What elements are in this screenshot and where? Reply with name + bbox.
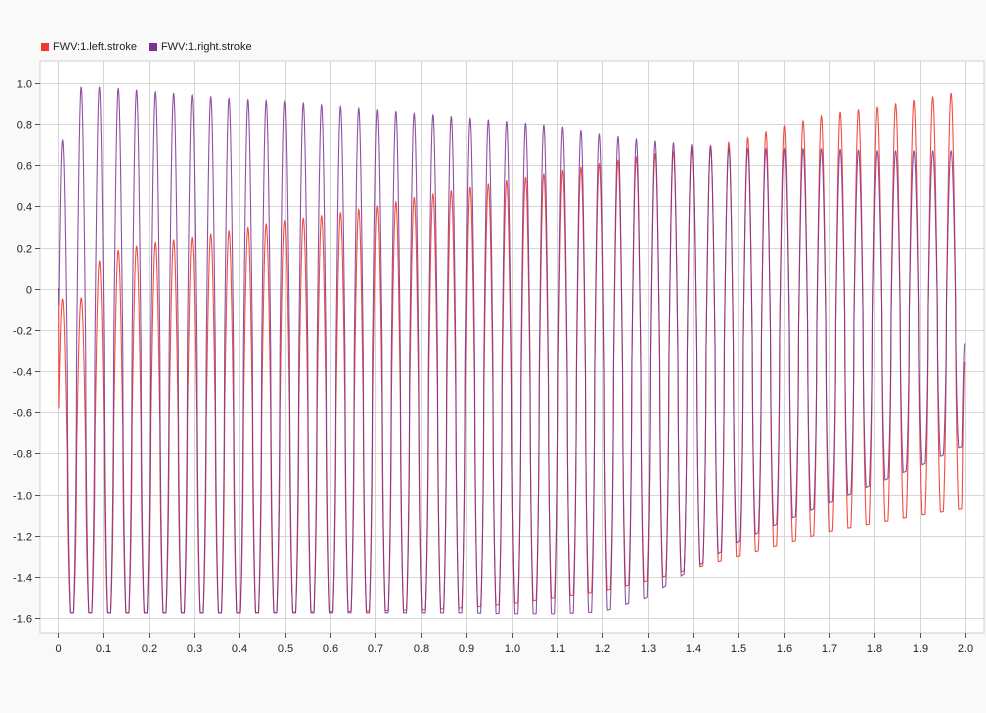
x-tick-label: 0.7	[368, 643, 383, 655]
x-tick-label: 0.4	[232, 643, 247, 655]
x-tick-label: 0.8	[414, 643, 429, 655]
y-tick-label: 0.2	[17, 244, 32, 256]
y-tick-label: -0.6	[13, 408, 32, 420]
y-tick-label: 0.4	[17, 202, 32, 214]
x-tick-label: 1.3	[641, 643, 656, 655]
y-tick-label: 0.6	[17, 161, 32, 173]
x-tick-label: 1.4	[686, 643, 701, 655]
x-tick-label: 1.6	[777, 643, 792, 655]
legend-swatch-left-stroke	[41, 43, 49, 51]
legend-item-right-stroke[interactable]: FWV:1.right.stroke	[148, 41, 252, 53]
x-tick-label: 0.9	[459, 643, 474, 655]
x-tick-label: 1.8	[867, 643, 882, 655]
legend: FWV:1.left.stroke FWV:1.right.stroke	[41, 41, 252, 53]
x-tick-label: 1.2	[595, 643, 610, 655]
y-tick-label: -1.4	[13, 573, 32, 585]
y-tick-label: -1.0	[13, 491, 32, 503]
x-tick-label: 0.6	[323, 643, 338, 655]
y-tick-label: -0.8	[13, 449, 32, 461]
x-tick-label: 1.9	[913, 643, 928, 655]
x-tick-label: 0.5	[278, 643, 293, 655]
x-tick-label: 1.5	[731, 643, 746, 655]
x-tick-label: 1.0	[505, 643, 520, 655]
legend-swatch-right-stroke	[148, 43, 157, 51]
y-tick-label: -1.2	[13, 532, 32, 544]
legend-label-left-stroke: FWV:1.left.stroke	[53, 41, 137, 53]
x-tick-label: 0.2	[142, 643, 157, 655]
y-tick-label: 0.8	[17, 120, 32, 132]
x-tick-label: 1.1	[550, 643, 565, 655]
x-tick-label: 0.3	[187, 643, 202, 655]
x-tick-label: 0	[55, 643, 61, 655]
x-tick-label: 0.1	[96, 643, 111, 655]
x-tick-label: 1.7	[822, 643, 837, 655]
series-line-right-stroke	[58, 86, 966, 615]
y-tick-label: 1.0	[17, 79, 32, 91]
y-tick-label: 0	[26, 285, 32, 297]
y-tick-label: -0.4	[13, 367, 32, 379]
legend-label-right-stroke: FWV:1.right.stroke	[160, 41, 252, 53]
y-tick-label: -1.6	[13, 614, 32, 626]
legend-item-left-stroke[interactable]: FWV:1.left.stroke	[41, 41, 137, 53]
x-tick-label: 2.0	[958, 643, 973, 655]
y-tick-label: -0.2	[13, 326, 32, 338]
